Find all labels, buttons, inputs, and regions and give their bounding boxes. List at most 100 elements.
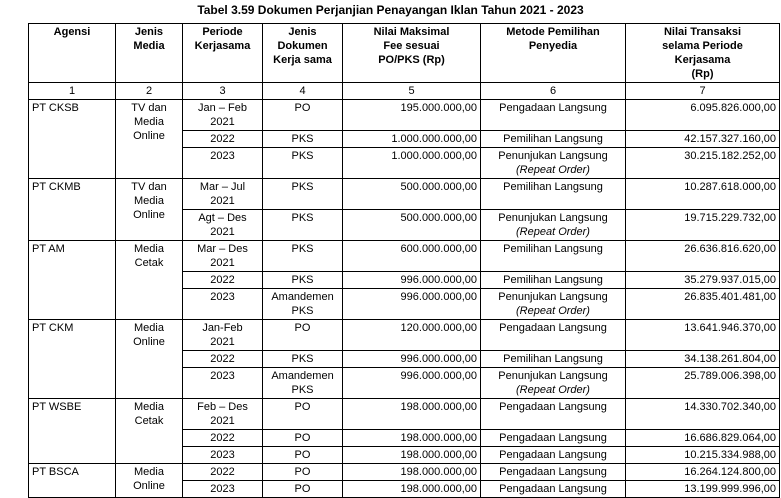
fee-cell: 996.000.000,00 bbox=[342, 288, 481, 320]
column-header: Nilai Transaksi selama Periode Kerjasama… bbox=[625, 23, 780, 83]
periode-cell: Jan – Feb 2021 bbox=[182, 99, 263, 131]
dokumen-cell: PKS bbox=[262, 350, 343, 368]
periode-cell: 2023 bbox=[182, 288, 263, 320]
table-row: 2022 PKS 996.000.000,00 Pemilihan Langsung 3… bbox=[29, 271, 780, 289]
dokumen-cell: PO bbox=[262, 446, 343, 464]
metode-cell: Pengadaan Langsung bbox=[480, 319, 626, 351]
fee-cell: 600.000.000,00 bbox=[342, 240, 481, 272]
periode-cell: 2022 bbox=[182, 429, 263, 447]
metode-cell: Pengadaan Langsung bbox=[480, 446, 626, 464]
dokumen-cell: PO bbox=[262, 319, 343, 351]
table-row: PT BSCA Media Online 2022 PO 198.000.000,00 P… bbox=[28, 463, 780, 498]
metode-cell: Penunjukan Langsung (Repeat Order) bbox=[480, 288, 626, 320]
periode-cell: 2022 bbox=[182, 130, 263, 148]
table-header: Agensi Jenis Media Periode Kerjasama Jenis … bbox=[28, 23, 780, 100]
agensi-cell: PT AM bbox=[28, 240, 116, 320]
metode-cell: Pengadaan Langsung bbox=[480, 480, 626, 498]
metode-cell: Penunjukan Langsung (Repeat Order) bbox=[480, 209, 626, 241]
table-row: Agt – Des 2021 PKS 500.000.000,00 Penunjuka… bbox=[29, 209, 780, 241]
nilai-cell: 35.279.937.015,00 bbox=[625, 271, 780, 289]
table-row: PT WSBE Media Cetak Feb – Des 2021 PO 198.00… bbox=[28, 398, 780, 464]
metode-cell: Penunjukan Langsung (Repeat Order) bbox=[480, 367, 626, 399]
fee-cell: 198.000.000,00 bbox=[342, 398, 481, 430]
repeat-order-note: (Repeat Order) bbox=[516, 384, 590, 396]
nilai-cell: 42.157.327.160,00 bbox=[625, 130, 780, 148]
periode-cell: 2023 bbox=[182, 446, 263, 464]
metode-cell: Pengadaan Langsung bbox=[480, 463, 626, 481]
column-header: Agensi bbox=[28, 23, 116, 83]
nilai-cell: 26.835.401.481,00 bbox=[625, 288, 780, 320]
agensi-cell: PT BSCA bbox=[28, 463, 116, 498]
table-row: 2022 PO 198.000.000,00 Pengadaan Langsung 16… bbox=[29, 429, 780, 447]
table-row: 2022 PKS 996.000.000,00 Pemilihan Langsung 3… bbox=[29, 350, 780, 368]
agensi-cell: PT CKM bbox=[28, 319, 116, 399]
fee-cell: 198.000.000,00 bbox=[342, 446, 481, 464]
table-body: PT CKSB TV dan Media Online Jan – Feb 2021… bbox=[28, 99, 780, 498]
nilai-cell: 34.138.261.804,00 bbox=[625, 350, 780, 368]
metode-cell: Pemilihan Langsung bbox=[480, 130, 626, 148]
fee-cell: 195.000.000,00 bbox=[342, 99, 481, 131]
metode-cell: Pemilihan Langsung bbox=[480, 350, 626, 368]
column-header: Nilai Maksimal Fee sesuai PO/PKS (Rp) bbox=[342, 23, 481, 83]
nilai-cell: 13.199.999.996,00 bbox=[625, 480, 780, 498]
dokumen-cell: PKS bbox=[262, 147, 343, 179]
table-row: PT CKSB TV dan Media Online Jan – Feb 2021… bbox=[28, 99, 780, 179]
metode-cell: Pemilihan Langsung bbox=[480, 178, 626, 210]
table-row: PT CKMB TV dan Media Online Mar – Jul 2021… bbox=[28, 178, 780, 241]
column-number: 2 bbox=[115, 82, 183, 100]
table-row: PT CKM Media Online Jan-Feb 2021 PO 120.000.… bbox=[28, 319, 780, 399]
periode-cell: 2023 bbox=[182, 480, 263, 498]
dokumen-cell: PO bbox=[262, 480, 343, 498]
media-cell: Media Cetak bbox=[115, 240, 183, 320]
periode-cell: Feb – Des 2021 bbox=[182, 398, 263, 430]
dokumen-cell: Amandemen PKS bbox=[262, 288, 343, 320]
periode-cell: Jan-Feb 2021 bbox=[182, 319, 263, 351]
dokumen-cell: PKS bbox=[262, 271, 343, 289]
dokumen-cell: PKS bbox=[262, 178, 343, 210]
fee-cell: 1.000.000.000,00 bbox=[342, 147, 481, 179]
media-cell: Media Online bbox=[115, 319, 183, 399]
media-cell: TV dan Media Online bbox=[115, 99, 183, 179]
nilai-cell: 13.641.946.370,00 bbox=[625, 319, 780, 351]
fee-cell: 1.000.000.000,00 bbox=[342, 130, 481, 148]
periode-cell: 2022 bbox=[182, 271, 263, 289]
nilai-cell: 6.095.826.000,00 bbox=[625, 99, 780, 131]
dokumen-cell: PO bbox=[262, 398, 343, 430]
metode-cell: Pemilihan Langsung bbox=[480, 240, 626, 272]
fee-cell: 120.000.000,00 bbox=[342, 319, 481, 351]
agensi-cell: PT CKSB bbox=[28, 99, 116, 179]
column-number: 6 bbox=[480, 82, 626, 100]
table-row: PT AM Media Cetak Mar – Des 2021 PKS 600.000… bbox=[28, 240, 780, 320]
nilai-cell: 26.636.816.620,00 bbox=[625, 240, 780, 272]
nilai-cell: 10.215.334.988,00 bbox=[625, 446, 780, 464]
periode-cell: Agt – Des 2021 bbox=[182, 209, 263, 241]
table-row: 2023 Amandemen PKS 996.000.000,00 Penunjuka… bbox=[29, 288, 780, 320]
fee-cell: 198.000.000,00 bbox=[342, 480, 481, 498]
fee-cell: 500.000.000,00 bbox=[342, 178, 481, 210]
nilai-cell: 16.264.124.800,00 bbox=[625, 463, 780, 481]
dokumen-cell: PO bbox=[262, 99, 343, 131]
nilai-cell: 19.715.229.732,00 bbox=[625, 209, 780, 241]
fee-cell: 996.000.000,00 bbox=[342, 350, 481, 368]
media-cell: Media Online bbox=[115, 463, 183, 498]
metode-cell: Pemilihan Langsung bbox=[480, 271, 626, 289]
nilai-cell: 25.789.006.398,00 bbox=[625, 367, 780, 399]
column-number: 5 bbox=[342, 82, 481, 100]
column-header: Jenis Media bbox=[115, 23, 183, 83]
fee-cell: 198.000.000,00 bbox=[342, 463, 481, 481]
repeat-order-note: (Repeat Order) bbox=[516, 164, 590, 176]
dokumen-cell: PKS bbox=[262, 130, 343, 148]
agensi-cell: PT CKMB bbox=[28, 178, 116, 241]
periode-cell: 2022 bbox=[182, 463, 263, 481]
metode-cell: Pengadaan Langsung bbox=[480, 99, 626, 131]
table-row: 2022 PKS 1.000.000.000,00 Pemilihan Langsun… bbox=[29, 130, 780, 148]
column-header: Metode Pemilihan Penyedia bbox=[480, 23, 626, 83]
column-number: 4 bbox=[262, 82, 343, 100]
repeat-order-note: (Repeat Order) bbox=[516, 305, 590, 317]
dokumen-cell: PO bbox=[262, 463, 343, 481]
nilai-cell: 16.686.829.064,00 bbox=[625, 429, 780, 447]
dokumen-cell: PO bbox=[262, 429, 343, 447]
column-number: 7 bbox=[625, 82, 780, 100]
dokumen-cell: Amandemen PKS bbox=[262, 367, 343, 399]
